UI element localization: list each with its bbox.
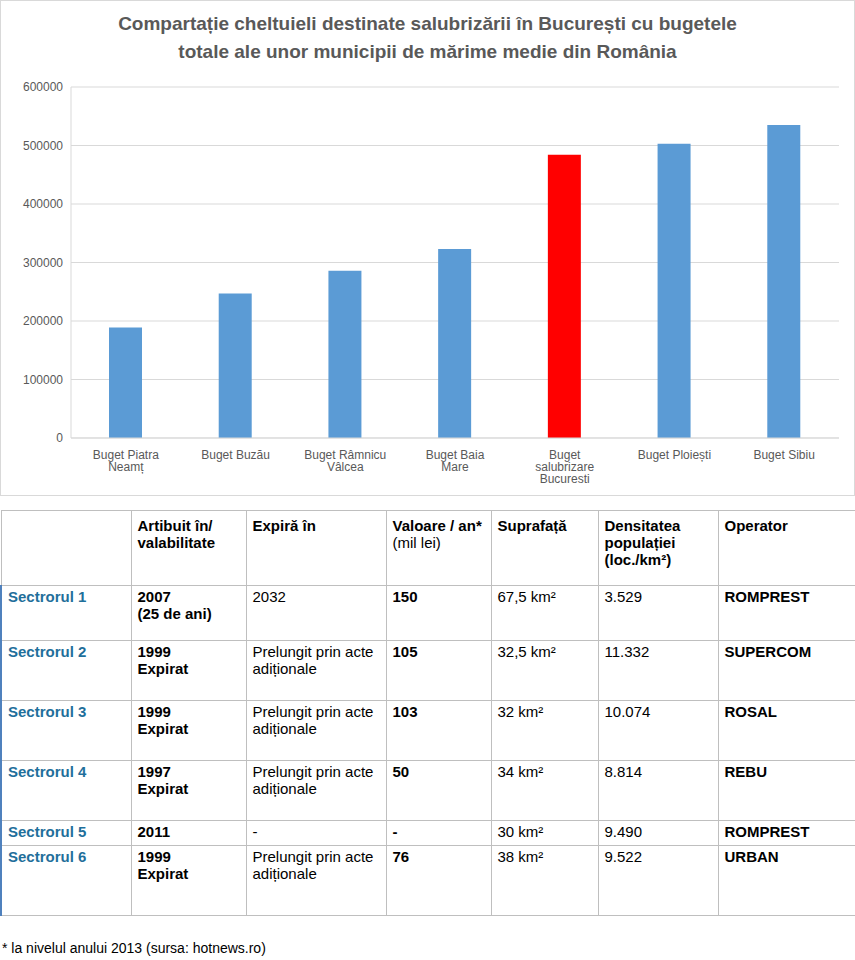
svg-text:Buget RâmnicuVâlcea: Buget RâmnicuVâlcea — [304, 448, 386, 474]
html-text:Sectrorul 4: Sectrorul 4 — [8, 763, 87, 780]
html-text:* la nivelul anului 2013 (surs: * la nivelul anului 2013 (sursa: hotnews… — [2, 940, 266, 956]
html-text:150: 150 — [392, 588, 418, 605]
html-text:Expirat: Expirat — [137, 660, 189, 677]
html-text:10.074: 10.074 — [604, 703, 651, 720]
html-text:9.490: 9.490 — [604, 823, 642, 840]
html-text:Expirat: Expirat — [137, 720, 189, 737]
svg-text:0: 0 — [56, 431, 63, 445]
html-text:Artibuit în/ valabilitate: Artibuit în/ valabilitate — [137, 517, 215, 551]
svg-text:Buget Ploiești: Buget Ploiești — [638, 448, 711, 462]
svg-text:200000: 200000 — [23, 314, 63, 328]
html-text:Sectrorul 3: Sectrorul 3 — [8, 703, 87, 720]
svg-text:400000: 400000 — [23, 197, 63, 211]
html-text:Sectrorul 6: Sectrorul 6 — [8, 848, 87, 865]
svg-text:Buget PiatraNeamț: Buget PiatraNeamț — [93, 448, 159, 474]
svg-text:Buget Sibiu: Buget Sibiu — [753, 448, 814, 462]
html-text:ROMPREST: ROMPREST — [724, 588, 810, 605]
html-text:ROSAL: ROSAL — [724, 703, 777, 720]
html-text:Sectrorul 1: Sectrorul 1 — [8, 588, 87, 605]
html-text:32,5 km²: 32,5 km² — [497, 643, 556, 660]
html-text:2007: 2007 — [137, 588, 171, 605]
html-text:9.522: 9.522 — [604, 848, 642, 865]
html-text:1999: 1999 — [137, 643, 171, 660]
svg-text:500000: 500000 — [23, 139, 63, 153]
html-text:Expiră în: Expiră în — [252, 517, 316, 534]
html-text:SUPERCOM: SUPERCOM — [724, 643, 812, 660]
html-text:34 km²: 34 km² — [497, 763, 544, 780]
html-text:Prelungit prin acte adiționale: Prelungit prin acte adiționale — [252, 643, 374, 677]
html-text:103: 103 — [392, 703, 418, 720]
html-text:Compartație cheltuieli destina: Compartație cheltuieli destinate salubri… — [118, 13, 737, 62]
html-text:76: 76 — [392, 848, 410, 865]
html-text:Valoare / an*: Valoare / an* — [392, 517, 482, 534]
html-text:2011: 2011 — [137, 823, 170, 840]
html-text:32 km²: 32 km² — [497, 703, 544, 720]
html-text:Sectrorul 2: Sectrorul 2 — [8, 643, 87, 660]
html-text:50: 50 — [392, 763, 410, 780]
html-text:1999: 1999 — [137, 848, 171, 865]
html-text:Prelungit prin acte adiționale: Prelungit prin acte adiționale — [252, 703, 374, 737]
svg-text:600000: 600000 — [23, 80, 63, 94]
svg-text:Buget Buzău: Buget Buzău — [201, 448, 270, 462]
html-text:Expirat: Expirat — [137, 780, 189, 797]
html-text:2032: 2032 — [252, 588, 286, 605]
html-text:(mil lei): (mil lei) — [392, 534, 441, 551]
html-text:1997: 1997 — [137, 763, 171, 780]
html-text:Suprafață: Suprafață — [497, 517, 567, 534]
html-text:REBU: REBU — [724, 763, 767, 780]
html-text:30 km²: 30 km² — [497, 823, 544, 840]
svg-text:300000: 300000 — [23, 256, 63, 270]
html-text:Expirat: Expirat — [137, 865, 189, 882]
html-text:Prelungit prin acte adiționale: Prelungit prin acte adiționale — [252, 763, 374, 797]
html-text:67,5 km²: 67,5 km² — [497, 588, 556, 605]
html-text:Densitatea populației (loc./km: Densitatea populației (loc./km²) — [604, 517, 681, 568]
html-text:105: 105 — [392, 643, 418, 660]
html-text:(25 de ani): (25 de ani) — [137, 605, 212, 622]
html-text:1999: 1999 — [137, 703, 171, 720]
svg-text:100000: 100000 — [23, 373, 63, 387]
html-text:8.814: 8.814 — [604, 763, 642, 780]
html-text:11.332: 11.332 — [604, 643, 650, 660]
html-text:ROMPREST: ROMPREST — [724, 823, 810, 840]
html-text:Sectrorul 5: Sectrorul 5 — [8, 823, 87, 840]
html-text:3.529: 3.529 — [604, 588, 642, 605]
svg-text:Buget BaiaMare: Buget BaiaMare — [426, 448, 485, 474]
html-text:Operator: Operator — [724, 517, 788, 534]
html-text:38 km²: 38 km² — [497, 848, 544, 865]
html-text:Prelungit prin acte adiționale: Prelungit prin acte adiționale — [252, 848, 374, 882]
svg-text:BugetsalubrizareBucurești: BugetsalubrizareBucurești — [535, 448, 594, 483]
html-text:URBAN: URBAN — [724, 848, 779, 865]
